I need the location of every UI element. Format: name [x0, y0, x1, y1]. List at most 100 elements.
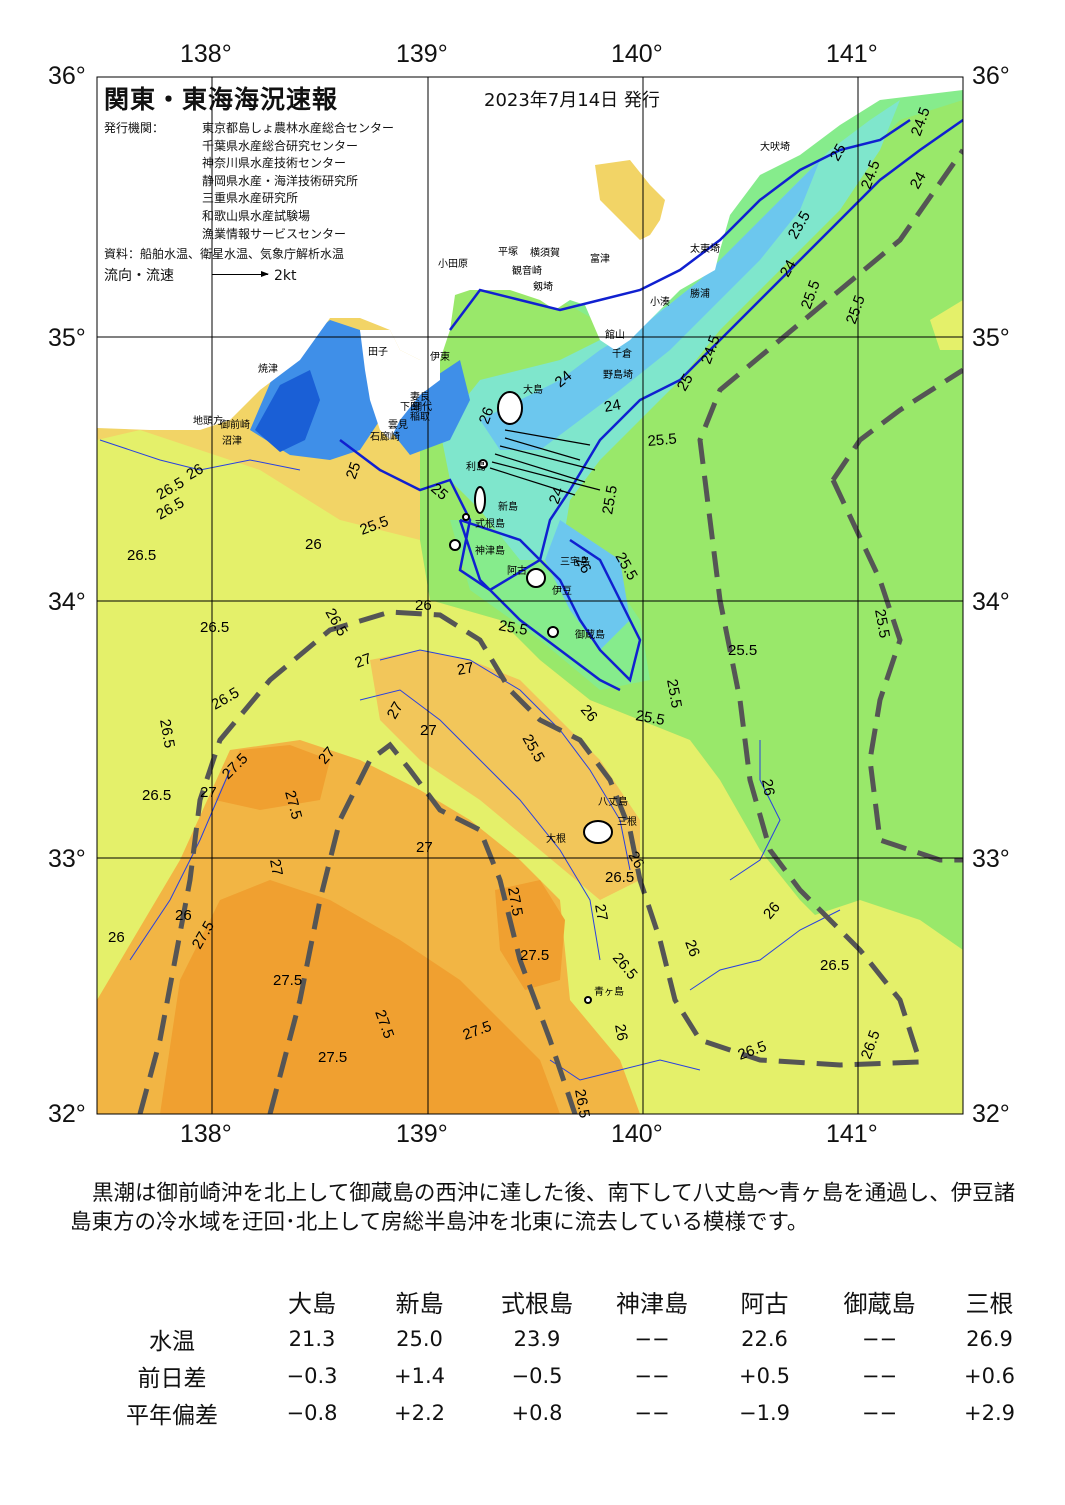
lat-label-left: 34° — [48, 588, 86, 616]
lon-label-top: 138° — [180, 40, 232, 68]
place-label: 御前崎 — [220, 418, 250, 431]
table-cell: +0.8 — [511, 1400, 563, 1425]
contour-label: 25.5 — [647, 431, 678, 450]
table-cell: +2.9 — [964, 1400, 1015, 1425]
station-header: 神津島 — [616, 1290, 688, 1318]
place-label: 千倉 — [612, 347, 632, 360]
contour-label: 25.5 — [599, 484, 621, 516]
place-label: 八丈島 — [598, 795, 628, 808]
contour-label: 27 — [266, 858, 286, 877]
contour-label: 27 — [384, 699, 407, 722]
agency-item: 東京都島しょ農林水産総合センター — [202, 121, 395, 135]
agency-item: 神奈川県水産技術センター — [202, 156, 347, 171]
flow-legend-scale: 2kt — [274, 268, 297, 284]
place-label: 青ヶ島 — [594, 985, 624, 998]
island-oshima — [497, 391, 523, 425]
contour-label: 26 — [415, 597, 432, 614]
place-label: 伊豆 — [552, 585, 572, 597]
place-label: 石廊崎 — [370, 430, 400, 443]
land-izu-peninsula — [360, 330, 440, 440]
arrow-right-icon — [212, 270, 269, 277]
lat-label-right: 34° — [972, 588, 1010, 616]
island-mikurajima — [547, 626, 559, 638]
contour-label: 26.5 — [571, 1088, 593, 1120]
station-header: 大島 — [288, 1290, 336, 1318]
contour-label: 25 — [674, 371, 697, 394]
table-cell: +1.4 — [394, 1363, 445, 1388]
agency-item: 静岡県水産・海洋技術研究所 — [202, 173, 359, 188]
contour-label: 25.5 — [871, 608, 893, 640]
contour-label: 25.5 — [634, 707, 666, 729]
place-label: 雲見 — [388, 419, 408, 431]
place-label: 勝浦 — [690, 287, 710, 300]
contour-label: 25 — [827, 141, 850, 164]
table-cell: −− — [634, 1400, 670, 1425]
island-kozushima — [449, 539, 461, 551]
commentary-text: 黒潮は御前崎沖を北上して御蔵島の西沖に達した後、南下して八丈島～青ヶ島を通過し、… — [70, 1181, 1016, 1235]
table-cell: −− — [634, 1363, 670, 1388]
table-row: 平年偏差 −0.8 +2.2 +0.8 −− −1.9 −− +2.9 — [82, 1394, 1042, 1431]
contour-label: 27.5 — [504, 886, 526, 918]
place-label: 富津 — [590, 252, 610, 265]
contour-label: 27 — [353, 650, 374, 672]
table-cell: 22.6 — [741, 1326, 788, 1351]
flow-vectors — [489, 429, 601, 496]
lon-label-top: 140° — [611, 40, 663, 68]
place-label: 新島 — [498, 500, 518, 513]
flow-legend-label: 流向・流速 — [104, 268, 174, 284]
zone-23-24 — [480, 160, 820, 650]
table-cell: 21.3 — [288, 1326, 336, 1351]
contour-label: 25.5 — [497, 617, 529, 639]
table-cell: +0.6 — [964, 1363, 1015, 1388]
contour-label: 26.5 — [605, 869, 634, 886]
table-cell: −− — [634, 1326, 670, 1351]
contour-label: 26 — [611, 1023, 631, 1042]
contour-label: 27 — [416, 839, 433, 856]
lon-label-bottom: 140° — [611, 1120, 663, 1148]
contour-label: 27 — [200, 784, 217, 801]
islands — [449, 391, 613, 1004]
lat-label-right: 35° — [972, 324, 1010, 352]
temperature-field — [97, 77, 963, 1114]
zone-ge-275-sw — [160, 880, 560, 1114]
agency-item: 漁業情報サービスセンター — [202, 226, 347, 241]
current-contours — [339, 118, 963, 692]
island-niijima — [474, 486, 486, 514]
lat-label-left: 33° — [48, 845, 86, 873]
place-label: 大根 — [546, 832, 566, 845]
table-cell: 25.0 — [396, 1326, 443, 1351]
place-label: 大島 — [523, 383, 543, 396]
contour-label: 26 — [184, 460, 207, 483]
place-label: 太東埼 — [690, 242, 720, 255]
zone-coldest-suruga — [255, 370, 320, 452]
place-label: 小湊 — [650, 295, 670, 308]
contour-label: 27 — [591, 903, 611, 922]
place-label: 三根 — [617, 815, 637, 828]
issue-date: 2023年7月14日 発行 — [484, 90, 660, 111]
place-label: 剱埼 — [533, 280, 553, 293]
map-canvas: 大吠埼 太東埼 勝浦 小湊 館山 千倉 野島埼 富津 横須賀 観音崎 剱埼 平塚… — [96, 76, 964, 1120]
lat-label-right: 36° — [972, 62, 1010, 90]
agency-item: 和歌山県水産試験場 — [202, 208, 311, 223]
table-row: 水温 21.3 25.0 23.9 −− 22.6 −− 26.9 — [82, 1320, 1042, 1357]
station-header: 御蔵島 — [843, 1290, 916, 1318]
lat-label-left: 36° — [48, 62, 86, 90]
lon-label-top: 141° — [826, 40, 878, 68]
table-cell: −− — [861, 1400, 898, 1425]
place-label: 御蔵島 — [575, 628, 605, 641]
contour-label: 26 — [108, 929, 125, 946]
place-label: 野島埼 — [603, 368, 633, 381]
contour-label: 26 — [625, 849, 648, 872]
place-label: 館山 — [605, 328, 625, 341]
place-label: 妻良 — [410, 390, 430, 403]
flow-legend: 流向・流速 2kt — [104, 265, 297, 285]
contour-label: 27.5 — [318, 1049, 347, 1066]
agency-item: 三重県水産研究所 — [202, 191, 299, 206]
island-hachijojima — [583, 820, 613, 844]
contour-label: 26.5 — [200, 619, 229, 636]
kuroshio-axis — [137, 148, 963, 1114]
table-cell: −− — [861, 1363, 898, 1388]
land-boso — [595, 160, 665, 240]
zone-cold-sagami — [390, 360, 470, 455]
table-header-row: 大島 新島 式根島 神津島 阿古 御蔵島 三根 — [82, 1283, 1042, 1320]
